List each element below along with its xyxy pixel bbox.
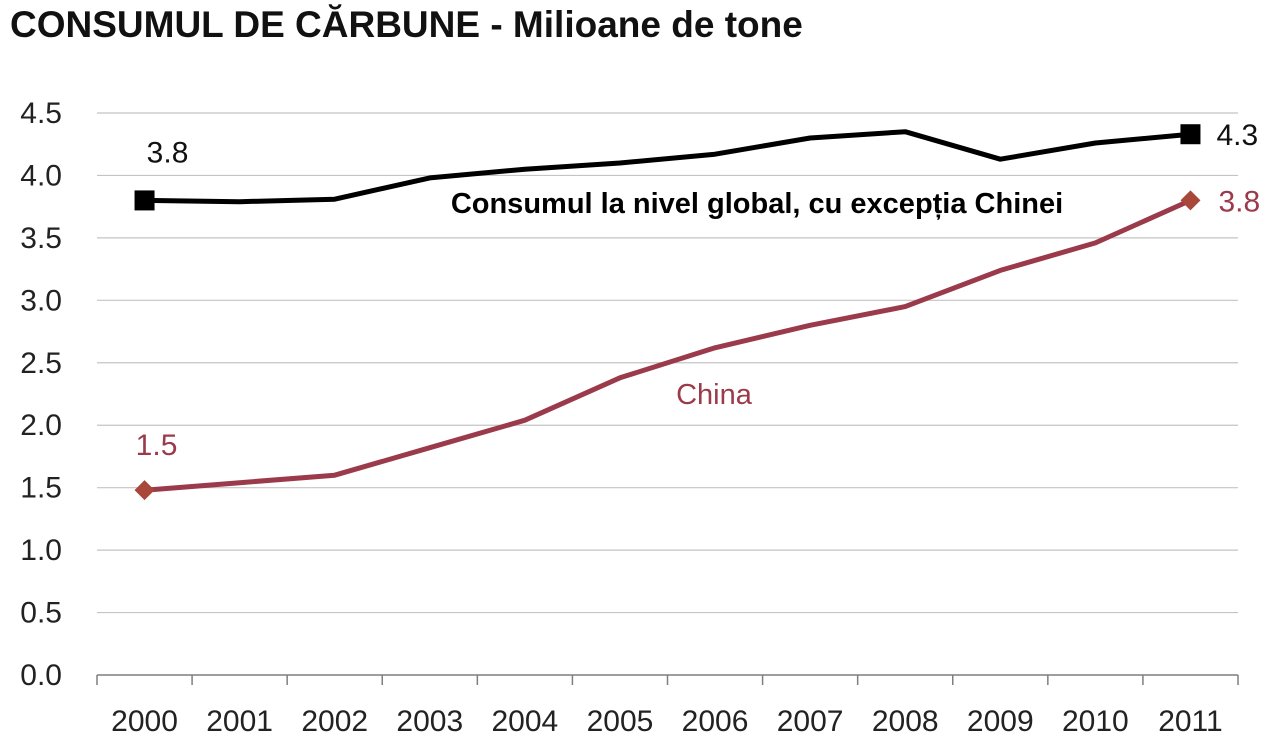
- x-tick-label: 2004: [492, 705, 559, 738]
- x-tick-label: 2011: [1158, 705, 1223, 738]
- series-layer: [134, 124, 1201, 501]
- series-marker-square: [134, 190, 155, 211]
- y-tick-label: 2.0: [20, 409, 62, 442]
- x-tick-label: 2010: [1062, 705, 1129, 738]
- x-tick-label: 2006: [682, 705, 749, 738]
- y-tick-label: 3.0: [20, 284, 62, 317]
- series-marker-diamond: [134, 480, 155, 501]
- x-tick-label: 2000: [111, 705, 178, 738]
- series-name-label: China: [676, 379, 753, 411]
- x-tick-label: 2005: [587, 705, 654, 738]
- y-tick-label: 2.5: [20, 347, 62, 380]
- series-name-label: Consumul la nivel global, cu excepția Ch…: [451, 188, 1063, 220]
- series-marker-diamond: [1180, 190, 1201, 211]
- label-layer: 3.8 4.3 1.5 3.8 Consumul la nivel global, cu…: [136, 119, 1260, 462]
- series-marker-square: [1180, 124, 1201, 145]
- y-tick-label: 0.5: [20, 597, 62, 630]
- x-tick-label: 2001: [206, 705, 273, 738]
- data-label-end: 4.3: [1216, 119, 1258, 152]
- y-tick-label: 3.5: [20, 222, 62, 255]
- x-tick-label: 2008: [872, 705, 939, 738]
- y-tick-label: 1.0: [20, 534, 62, 567]
- data-label-start: 1.5: [136, 429, 178, 462]
- x-tick-label: 2003: [396, 705, 463, 738]
- data-label-end: 3.8: [1218, 185, 1260, 218]
- x-tick-label: 2007: [777, 705, 844, 738]
- chart-title: CONSUMUL DE CĂRBUNE - Milioane de tone: [10, 4, 803, 45]
- y-tick-label: 4.5: [20, 97, 62, 130]
- series-line-1: [142, 197, 1193, 493]
- x-tick-label: 2002: [301, 705, 368, 738]
- y-tick-label: 1.5: [20, 472, 62, 505]
- y-tick-label: 0.0: [20, 659, 62, 692]
- series-line-0: [142, 129, 1193, 205]
- y-tick-label: 4.0: [20, 159, 62, 192]
- axis-layer: 0.0 0.5 1.0 1.5 2.0 2.5 3.0 3.5 4.0 4.5 2000 2001 20…: [20, 97, 1239, 738]
- data-label-start: 3.8: [147, 136, 189, 169]
- grid-layer: [97, 112, 1238, 614]
- x-tick-label: 2009: [967, 705, 1034, 738]
